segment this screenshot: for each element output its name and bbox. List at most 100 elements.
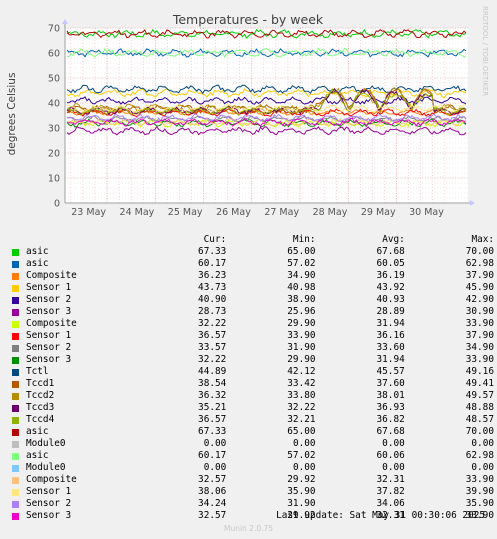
legend-cur-value: 33.57 [198, 342, 227, 353]
footer-version: Munin 2.0.75 [223, 524, 274, 533]
legend-swatch [12, 332, 19, 340]
x-axis-arrow [470, 200, 475, 206]
legend-row: Sensor 1 43.73 40.98 43.92 45.90 [12, 282, 494, 294]
legend-row: Sensor 3 32.22 29.90 31.94 33.90 [12, 354, 494, 366]
legend-row: asic 60.17 57.02 60.06 62.98 [12, 450, 494, 462]
legend-avg-value: 32.31 [376, 510, 405, 521]
legend-avg-value: 0.00 [382, 438, 405, 449]
series-line [66, 47, 467, 58]
legend-swatch [12, 320, 19, 328]
legend-avg-value: 36.82 [376, 414, 405, 425]
chart-axes [62, 19, 475, 206]
legend-min-value: 57.02 [287, 258, 316, 269]
legend-swatch [12, 380, 19, 388]
last-update: Last update: Sat May 31 00:30:06 2025 [276, 510, 485, 521]
legend-row: asic 60.17 57.02 60.05 62.98 [12, 258, 494, 270]
series-line [66, 125, 467, 136]
legend-avg-value: 0.00 [382, 462, 405, 473]
legend-row: Sensor 2 34.24 31.90 34.06 35.90 [12, 498, 494, 510]
legend-cur-value: 40.90 [198, 294, 227, 305]
legend-series-name: Sensor 1 [26, 486, 72, 497]
legend-max-value: 48.88 [465, 402, 494, 413]
series-line [66, 28, 467, 39]
legend-swatch [12, 464, 19, 472]
legend-max-value: 35.90 [465, 498, 494, 509]
legend-row: Tccd4 36.57 32.21 36.82 48.57 [12, 414, 494, 426]
legend-max-value: 62.98 [465, 450, 494, 461]
x-tick-label: 27 May [264, 207, 299, 218]
legend-col-avg: Avg: [382, 234, 405, 245]
legend-min-value: 32.21 [287, 414, 316, 425]
legend-swatch [12, 272, 19, 280]
legend: Cur: Min: Avg: Max: asic 67.33 65.00 67.68 7… [12, 234, 494, 522]
legend-min-value: 57.02 [287, 450, 316, 461]
legend-max-value: 37.90 [465, 330, 494, 341]
legend-min-value: 29.90 [287, 354, 316, 365]
legend-row: Composite 36.23 34.90 36.19 37.90 [12, 270, 494, 282]
legend-swatch [12, 476, 19, 484]
legend-cur-value: 60.17 [198, 450, 227, 461]
legend-avg-value: 67.68 [376, 246, 405, 257]
x-tick-label: 25 May [168, 207, 203, 218]
legend-max-value: 33.90 [465, 510, 494, 521]
legend-series-name: Sensor 2 [26, 498, 72, 509]
legend-cur-value: 38.54 [198, 378, 227, 389]
legend-series-name: asic [26, 246, 49, 257]
series-line [66, 29, 467, 39]
legend-series-name: Tccd2 [26, 390, 55, 401]
legend-swatch [12, 512, 19, 520]
legend-series-name: Tccd1 [26, 378, 55, 389]
legend-cur-value: 44.89 [198, 366, 227, 377]
legend-avg-value: 67.68 [376, 426, 405, 437]
legend-cur-value: 28.73 [198, 306, 227, 317]
legend-cur-value: 43.73 [198, 282, 227, 293]
legend-avg-value: 37.60 [376, 378, 405, 389]
legend-row: Tccd3 35.21 32.22 36.93 48.88 [12, 402, 494, 414]
legend-avg-value: 36.16 [376, 330, 405, 341]
legend-cur-value: 38.06 [198, 486, 227, 497]
legend-cur-value: 36.32 [198, 390, 227, 401]
legend-cur-value: 32.57 [198, 510, 227, 521]
legend-cur-value: 32.22 [198, 318, 227, 329]
legend-swatch [12, 452, 19, 460]
legend-max-value: 37.90 [465, 270, 494, 281]
legend-row: Tccd2 36.32 33.80 38.01 49.57 [12, 390, 494, 402]
legend-avg-value: 36.93 [376, 402, 405, 413]
legend-series-name: asic [26, 450, 49, 461]
legend-avg-value: 36.19 [376, 270, 405, 281]
y-tick-label: 40 [48, 99, 60, 110]
legend-min-value: 35.90 [287, 486, 316, 497]
legend-min-value: 29.90 [287, 318, 316, 329]
rrdtool-watermark: RRDTOOL / TOBI OETIKER [481, 6, 489, 96]
legend-series-name: asic [26, 258, 49, 269]
legend-row: Sensor 2 40.90 38.90 40.93 42.90 [12, 294, 494, 306]
legend-swatch [12, 440, 19, 448]
legend-min-value: 34.90 [287, 270, 316, 281]
legend-cur-value: 36.57 [198, 330, 227, 341]
legend-row: Composite 32.22 29.90 31.94 33.90 [12, 318, 494, 330]
x-tick-label: 23 May [71, 207, 106, 218]
legend-swatch [12, 344, 19, 352]
legend-series-name: Tccd3 [26, 402, 55, 413]
legend-row: Composite 32.57 29.92 32.31 33.90 [12, 474, 494, 486]
legend-min-value: 29.92 [287, 510, 316, 521]
series-line [66, 86, 467, 114]
legend-cur-value: 67.33 [198, 246, 227, 257]
legend-cur-value: 34.24 [198, 498, 227, 509]
x-tick-label: 30 May [409, 207, 444, 218]
legend-swatch [12, 260, 19, 268]
legend-series-name: Sensor 2 [26, 294, 72, 305]
legend-avg-value: 60.05 [376, 258, 405, 269]
legend-cur-value: 36.57 [198, 414, 227, 425]
x-tick-label: 28 May [313, 207, 348, 218]
legend-swatch [12, 356, 19, 364]
series-line [66, 108, 467, 118]
legend-row: Module0 0.00 0.00 0.00 0.00 [12, 438, 494, 450]
legend-cur-value: 36.23 [198, 270, 227, 281]
legend-series-name: Composite [26, 318, 77, 329]
legend-col-cur: Cur: [203, 234, 227, 245]
legend-series-name: Sensor 3 [26, 510, 72, 521]
legend-cur-value: 67.33 [198, 426, 227, 437]
legend-max-value: 39.90 [465, 486, 494, 497]
series-line [66, 84, 467, 95]
